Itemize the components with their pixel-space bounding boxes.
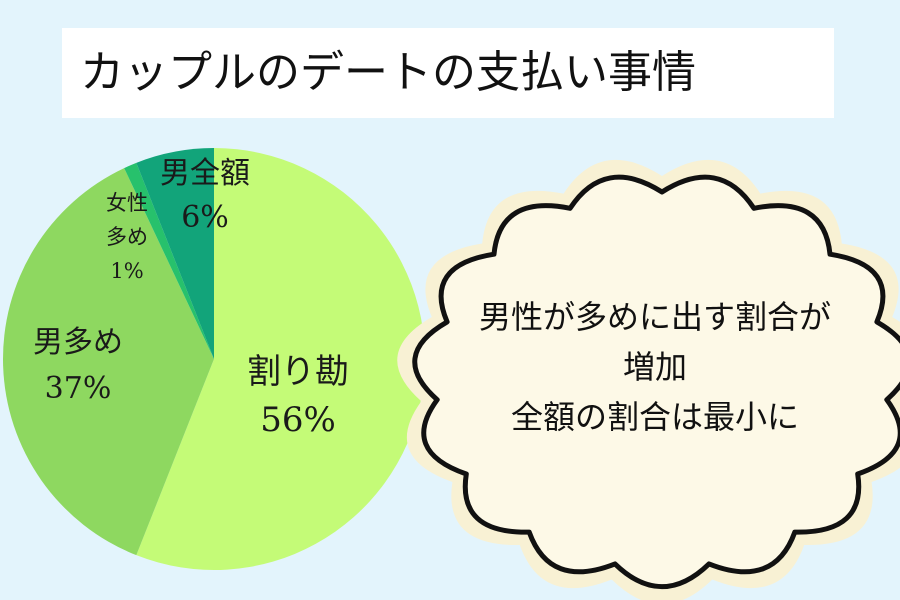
slice-label-josei-ooi-value: 1% xyxy=(110,259,144,283)
pie-slice-otoko-ooi xyxy=(3,168,214,556)
speech-cloud xyxy=(397,159,900,600)
page-title: カップルのデートの支払い事情 xyxy=(80,47,696,98)
speech-cloud-shape xyxy=(412,174,900,589)
callout-line-3: 全額の割合は最小に xyxy=(510,398,799,436)
callout-text: 男性が多めに出す割合が 増加 全額の割合は最小に xyxy=(430,292,880,442)
slice-label-josei-ooi-line2: 多め xyxy=(106,225,148,249)
pie-slice-warikan xyxy=(136,148,425,570)
slice-label-josei-ooi: 女性 多め 1% xyxy=(96,186,158,288)
slice-label-otoko-zengaku-name: 男全額 xyxy=(160,156,250,191)
pie-slice-otoko-zengaku xyxy=(136,148,214,359)
slice-label-otoko-zengaku: 男全額 6% xyxy=(140,152,270,240)
slice-label-warikan-name: 割り勘 xyxy=(247,352,349,392)
callout-line-2: 増加 xyxy=(622,348,687,386)
slice-label-warikan: 割り勘 56% xyxy=(228,348,368,444)
callout-line-1: 男性が多めに出す割合が xyxy=(478,298,831,336)
pie-chart xyxy=(3,148,425,570)
slice-label-otoko-ooi-name: 男多め xyxy=(33,325,123,360)
title-box: カップルのデートの支払い事情 xyxy=(62,28,834,118)
slice-label-otoko-ooi-value: 37% xyxy=(44,371,112,406)
slice-label-otoko-zengaku-value: 6% xyxy=(181,200,229,235)
slice-label-warikan-value: 56% xyxy=(260,400,336,440)
slice-label-otoko-ooi: 男多め 37% xyxy=(18,320,138,412)
pie-slice-josei-ooi xyxy=(124,162,214,359)
slice-label-josei-ooi-line1: 女性 xyxy=(106,191,148,215)
